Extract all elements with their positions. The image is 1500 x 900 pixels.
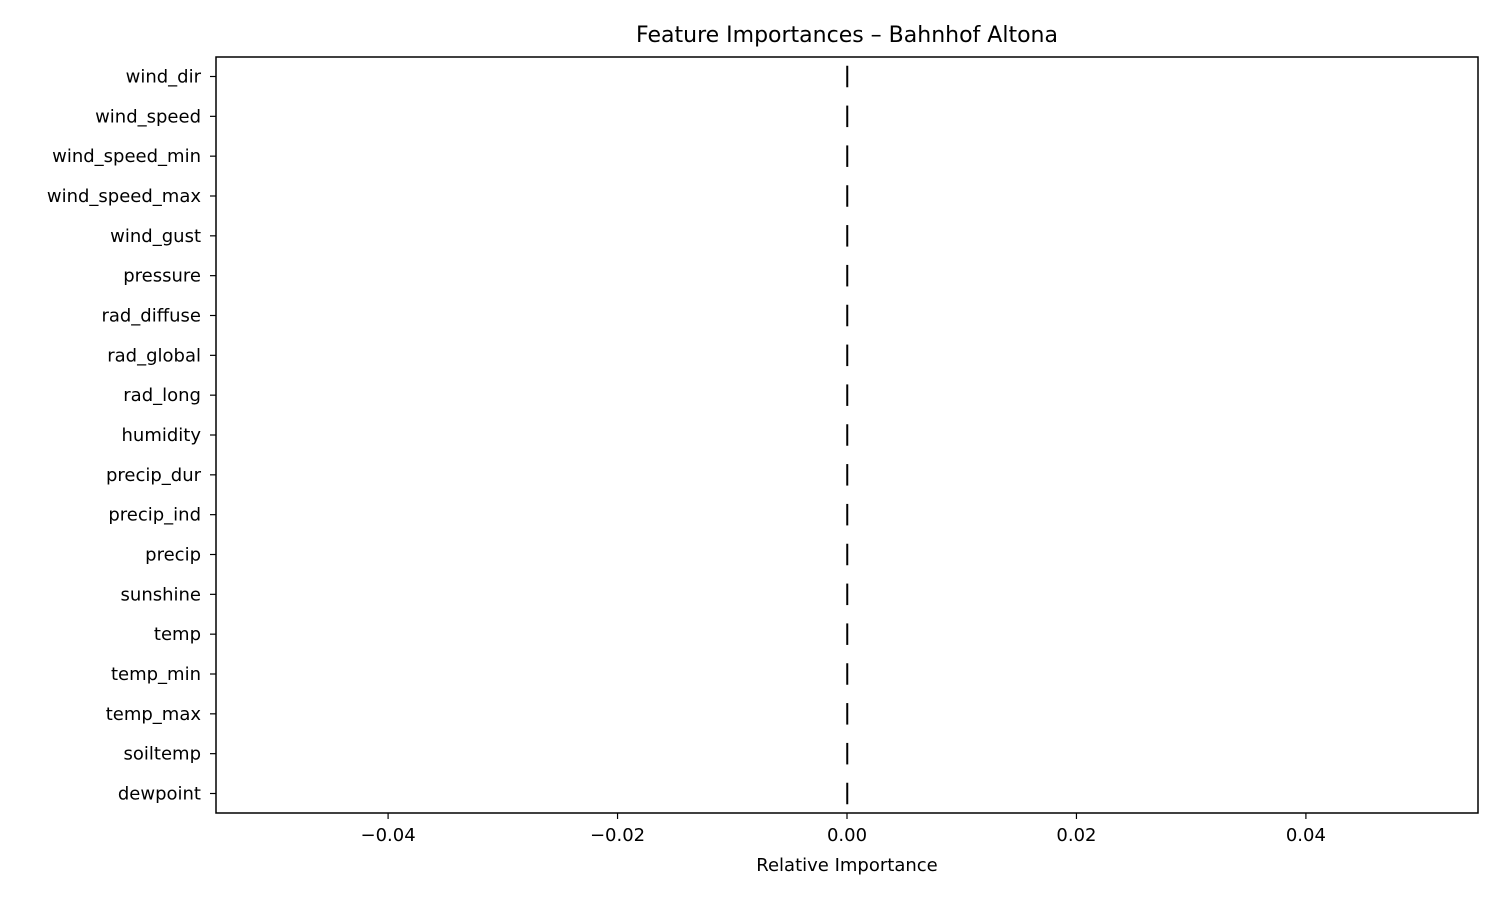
y-tick-label: rad_global: [107, 345, 201, 366]
y-tick-label: temp_max: [106, 704, 202, 725]
y-tick-label: humidity: [122, 425, 202, 446]
y-tick-label: precip_ind: [108, 505, 201, 526]
y-tick-label: temp: [154, 624, 201, 645]
y-tick-label: precip_dur: [106, 465, 202, 486]
importance-bar: [846, 464, 849, 486]
y-tick-label: temp_min: [111, 664, 201, 685]
importance-bar: [846, 703, 849, 725]
importance-bar: [846, 623, 849, 645]
x-tick-label: 0.00: [827, 825, 867, 846]
importance-bar: [846, 304, 849, 327]
importance-bar: [846, 65, 849, 88]
chart-title: Feature Importances – Bahnhof Altona: [636, 23, 1058, 48]
importance-bar: [846, 264, 849, 287]
importance-bar: [846, 185, 849, 207]
y-tick-label: wind_speed_max: [47, 186, 201, 207]
x-axis-label: Relative Importance: [756, 855, 937, 876]
y-tick-label: sunshine: [121, 584, 201, 605]
y-tick-label: pressure: [123, 266, 201, 287]
y-tick-label: wind_gust: [110, 226, 201, 247]
x-tick-label: −0.02: [590, 825, 645, 846]
importance-bar: [846, 782, 849, 805]
y-tick-label: wind_speed_min: [52, 146, 201, 167]
x-tick-label: 0.04: [1286, 825, 1326, 846]
plot-area: −0.04 −0.02 0.00 0.02 0.04 wind_dir wind_speed…: [47, 56, 1479, 846]
y-tick-label: soiltemp: [124, 744, 201, 765]
y-tick-label: dewpoint: [118, 784, 201, 805]
importance-bar: [846, 344, 849, 367]
y-tick-label: rad_long: [123, 385, 201, 406]
importance-bar: [846, 663, 849, 685]
importance-bar: [846, 145, 849, 167]
importance-bar: [846, 384, 849, 406]
y-tick-label: rad_diffuse: [101, 306, 201, 327]
x-tick-label: 0.02: [1056, 825, 1096, 846]
importance-bar: [846, 583, 849, 606]
importance-bar: [846, 543, 849, 566]
importance-bar: [846, 105, 849, 128]
importance-bar: [846, 225, 849, 247]
y-tick-label: wind_speed: [95, 106, 201, 127]
importance-bar: [846, 424, 849, 446]
y-tick-label: precip: [145, 545, 201, 566]
importance-bar: [846, 742, 849, 765]
y-tick-label: wind_dir: [126, 67, 202, 88]
x-tick-label: −0.04: [361, 825, 416, 846]
importance-bar: [846, 503, 849, 526]
